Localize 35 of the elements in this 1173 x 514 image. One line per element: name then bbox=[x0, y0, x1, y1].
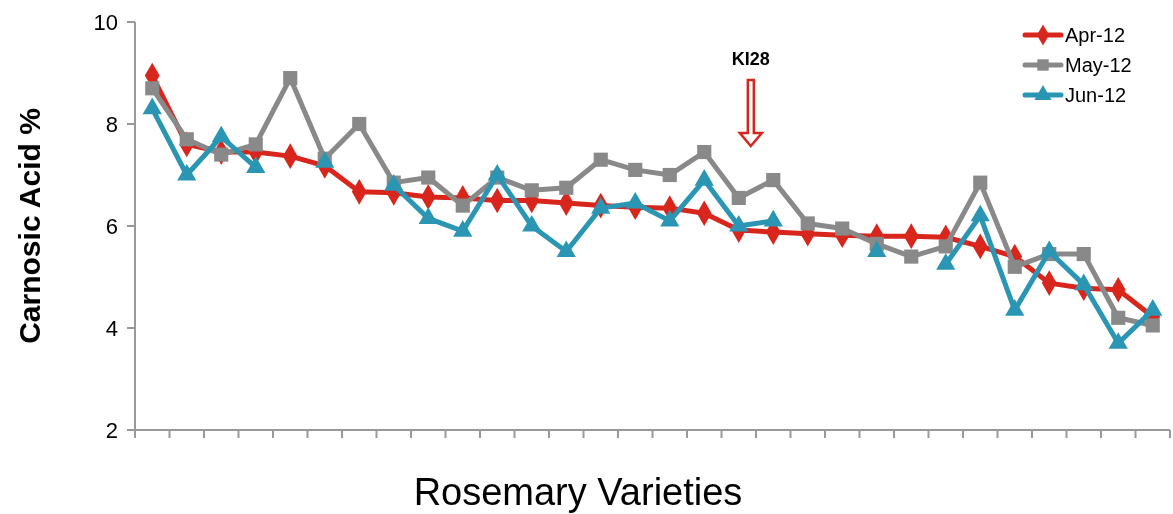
point bbox=[1076, 246, 1091, 262]
point bbox=[1111, 310, 1126, 325]
y-tick-label: 4 bbox=[105, 315, 118, 341]
point bbox=[524, 183, 539, 198]
point bbox=[800, 216, 815, 231]
legend-label: Jun-12 bbox=[1065, 84, 1127, 106]
point bbox=[904, 249, 919, 264]
y-axis-title: Carnosic Acid % bbox=[13, 108, 46, 344]
y-tick-label: 8 bbox=[105, 111, 118, 137]
x-axis-title: Rosemary Varieties bbox=[413, 471, 743, 513]
point bbox=[248, 137, 263, 152]
point bbox=[179, 132, 194, 147]
point bbox=[421, 170, 436, 185]
legend-label: Apr-12 bbox=[1065, 24, 1126, 46]
point bbox=[352, 116, 367, 132]
y-tick-label: 10 bbox=[93, 9, 118, 35]
point bbox=[766, 173, 781, 188]
annotation: KI28 bbox=[731, 49, 770, 69]
point bbox=[697, 144, 712, 160]
point bbox=[938, 239, 953, 254]
point bbox=[559, 180, 574, 195]
point bbox=[145, 81, 160, 96]
point bbox=[1007, 259, 1022, 274]
y-tick-label: 2 bbox=[105, 417, 118, 443]
point bbox=[628, 162, 643, 177]
point bbox=[283, 71, 298, 86]
legend-label: May-12 bbox=[1065, 54, 1132, 76]
point bbox=[731, 190, 746, 206]
point bbox=[662, 167, 677, 183]
point bbox=[214, 147, 229, 162]
point bbox=[973, 175, 988, 190]
y-tick-label: 6 bbox=[105, 213, 118, 239]
point bbox=[593, 152, 608, 167]
point bbox=[455, 198, 470, 213]
point bbox=[835, 221, 850, 236]
